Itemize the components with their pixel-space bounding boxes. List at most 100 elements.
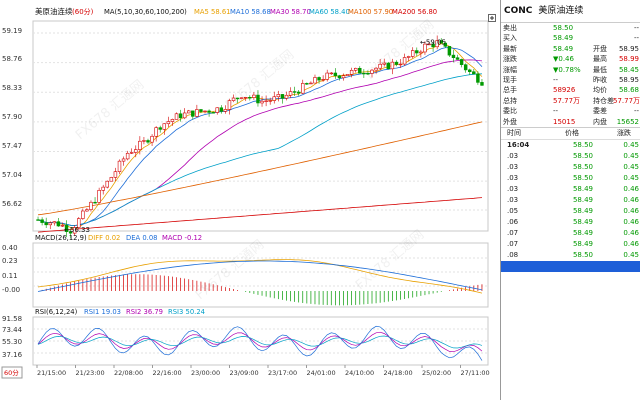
candle-body: [235, 97, 240, 100]
quote-value: --: [633, 34, 639, 43]
trade-row[interactable]: .03 58.50 0.45: [501, 151, 640, 162]
candle-body: [154, 127, 158, 137]
candle: [325, 69, 329, 82]
candle-body: [150, 135, 154, 143]
candle-body: [52, 221, 57, 224]
candle-body: [244, 97, 248, 99]
collapse-panel-icon[interactable]: [488, 14, 496, 22]
candle: [341, 73, 346, 81]
trade-row[interactable]: .03 58.49 0.46: [501, 184, 640, 195]
quote-row: 卖出 58.50 --: [501, 23, 640, 33]
trade-row[interactable]: 16:04 58.50 0.45: [501, 140, 640, 151]
trade-change: 0.45: [623, 162, 639, 171]
candle: [386, 61, 391, 70]
trade-row[interactable]: .03 58.50 0.45: [501, 173, 640, 184]
candle: [301, 79, 305, 95]
trades-list[interactable]: 16:04 58.50 0.45.03 58.50 0.45.03 58.50 0.45.0…: [501, 140, 640, 272]
candle-body: [64, 225, 69, 232]
rsi-title: RSI(6,12,24): [35, 308, 78, 316]
candle: [411, 47, 415, 59]
candle-body: [374, 67, 378, 71]
trade-price: 58.50: [572, 151, 593, 160]
x-axis-label: 21/15:00: [37, 369, 66, 377]
period-button[interactable]: 60分: [1, 366, 23, 379]
svg-text:60分: 60分: [4, 368, 19, 377]
trade-change: 0.45: [623, 250, 639, 259]
trade-change: 0.46: [623, 217, 639, 226]
rsi-y-tick: 91.58: [2, 315, 22, 323]
candle: [154, 126, 158, 142]
quote-label: 涨幅: [503, 65, 517, 74]
candle-body: [398, 63, 403, 66]
trade-row[interactable]: .03 58.49 0.46: [501, 195, 640, 206]
watermark-text: FX678 汇通网: [193, 237, 267, 303]
candle: [260, 96, 264, 107]
trade-time: .08: [507, 250, 519, 259]
candle: [68, 229, 73, 239]
quote-label: 最高: [593, 55, 607, 64]
trade-row[interactable]: .03 58.50 0.45: [501, 162, 640, 173]
trade-row[interactable]: .05 58.49 0.46: [501, 206, 640, 217]
candle: [174, 112, 179, 120]
candle-body: [77, 218, 81, 228]
quote-label: 总手: [503, 86, 517, 95]
candle-body: [451, 54, 456, 59]
candle-body: [195, 109, 199, 117]
macd-dea: DEA 0.08: [126, 234, 157, 242]
candle-body: [211, 112, 215, 114]
watermark-text: FX678 汇通网: [353, 227, 427, 293]
ma100-value: MA100 57.90: [348, 8, 393, 16]
quote-value: 57.77万: [613, 96, 640, 105]
candle: [451, 49, 456, 63]
candle-body: [187, 110, 191, 114]
trade-row[interactable]: .06 58.49 0.46: [501, 217, 640, 228]
candle: [329, 72, 333, 75]
trade-row-selected[interactable]: [501, 260, 640, 272]
candle: [447, 46, 452, 58]
candle-body: [182, 112, 187, 119]
candle-body: [40, 219, 44, 223]
candle-body: [125, 152, 130, 160]
candle: [480, 78, 484, 86]
candle: [317, 76, 321, 84]
candle-body: [170, 119, 175, 122]
macd-y-tick: 0.40: [2, 244, 18, 252]
quote-value: 57.77万: [553, 96, 581, 105]
quote-label: 开盘: [593, 44, 607, 53]
quote-value: 58.50: [553, 24, 574, 32]
y-tick: 57.04: [2, 171, 23, 179]
candle: [333, 68, 338, 79]
candle: [358, 66, 362, 74]
chart-area[interactable]: FX678 汇通网 FX678 汇通网 FX678 汇通网 FX678 汇通网 FX67…: [0, 0, 500, 400]
rsi1-value: RSI1 19.03: [84, 308, 121, 316]
trade-row[interactable]: .07 58.49 0.46: [501, 239, 640, 250]
trade-row[interactable]: .07 58.49 0.46: [501, 228, 640, 239]
candle: [309, 81, 313, 85]
candle-body: [419, 51, 423, 54]
candle-body: [117, 160, 122, 172]
trade-time: .03: [507, 195, 519, 204]
candle: [268, 97, 272, 105]
candle: [468, 68, 472, 75]
candle: [125, 150, 130, 161]
candle: [337, 74, 342, 81]
quote-label: 外盘: [503, 117, 517, 126]
candle: [443, 41, 448, 48]
candle-body: [207, 110, 211, 113]
candle-body: [382, 62, 386, 65]
quote-value: ▼0.78%: [553, 65, 581, 74]
watermark-text: FX678 汇通网: [73, 77, 147, 143]
candle: [264, 95, 268, 107]
candles: [36, 35, 484, 239]
macd-diff: DIFF 0.02: [88, 234, 120, 242]
quote-row: 总持 57.77万 持仓差 57.77万: [501, 96, 640, 106]
candle: [476, 71, 480, 85]
quote-row: 涨幅 ▼0.78% 最低 58.45: [501, 65, 640, 75]
candle-body: [60, 225, 65, 227]
trade-row[interactable]: .08 58.50 0.45: [501, 250, 640, 261]
candle-body: [463, 64, 468, 71]
candle: [244, 97, 248, 102]
candle-body: [231, 97, 236, 101]
candle-body: [227, 100, 232, 110]
